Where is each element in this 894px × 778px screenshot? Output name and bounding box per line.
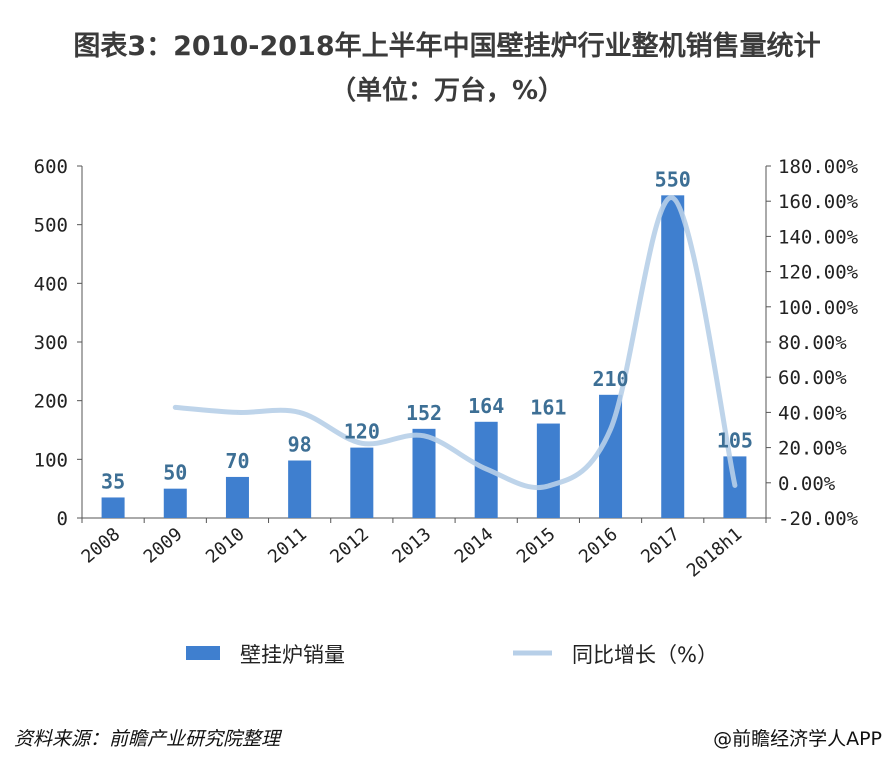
y-left-tick-label: 300 xyxy=(34,332,68,354)
y-left-tick-label: 0 xyxy=(57,508,68,530)
x-category-label: 2012 xyxy=(326,524,373,568)
growth-line-series xyxy=(172,195,738,490)
y-right-tick-label: 0.00% xyxy=(778,473,836,495)
chart-subtitle-unit: （单位：万台，%） xyxy=(329,76,565,106)
bar-value-label: 152 xyxy=(406,401,442,425)
legend: 壁挂炉销量 同比增长（%） xyxy=(186,643,718,667)
y-right-tick-label: 20.00% xyxy=(778,438,847,460)
sales-bar xyxy=(412,428,436,518)
x-category-label: 2008 xyxy=(78,524,125,568)
x-category-label: 2017 xyxy=(637,524,684,568)
x-category-label: 2013 xyxy=(389,524,436,568)
bar-value-label: 98 xyxy=(288,433,312,457)
y-left-tick-label: 200 xyxy=(34,391,68,413)
y-left-tick-label: 500 xyxy=(34,215,68,237)
x-category-label: 2014 xyxy=(451,524,498,568)
y-right-tick-label: -20.00% xyxy=(778,508,859,530)
y-right-tick-label: 80.00% xyxy=(778,332,847,354)
bar-value-label: 35 xyxy=(101,469,125,493)
y-right-tick-label: 40.00% xyxy=(778,402,847,424)
y-right-tick-label: 60.00% xyxy=(778,367,847,389)
growth-point xyxy=(734,484,736,486)
x-category-label: 2016 xyxy=(575,524,622,568)
data-labels: 35 50 70 98 120 152 164 161 210 550 105 xyxy=(101,167,753,493)
growth-point xyxy=(672,197,674,199)
growth-point xyxy=(485,468,487,470)
bar-value-label: 105 xyxy=(717,428,753,452)
credit-note: @前瞻经济学人APP xyxy=(713,728,882,750)
bar-value-label: 550 xyxy=(655,167,691,191)
x-category-label: 2009 xyxy=(140,524,187,568)
growth-point xyxy=(299,411,301,413)
growth-point xyxy=(423,435,425,437)
bar-value-label: 50 xyxy=(163,461,187,485)
source-note: 资料来源：前瞻产业研究院整理 xyxy=(14,728,281,750)
x-category-label: 2018h1 xyxy=(683,524,746,582)
sales-bar xyxy=(536,423,560,518)
growth-line xyxy=(172,195,738,490)
y-right-tick-label: 100.00% xyxy=(778,297,859,319)
legend-bar-label: 壁挂炉销量 xyxy=(240,643,345,667)
sales-bar xyxy=(225,476,249,518)
chart-title: 图表3：2010-2018年上半年中国壁挂炉行业整机销售量统计 xyxy=(73,31,821,62)
growth-point xyxy=(361,442,363,444)
bar-value-label: 120 xyxy=(344,420,380,444)
bar-value-label: 70 xyxy=(225,449,249,473)
y-left-tick-label: 100 xyxy=(34,449,68,471)
sales-bar xyxy=(101,497,125,518)
growth-point xyxy=(236,411,238,413)
x-category-label: 2010 xyxy=(202,524,249,568)
y-left-tick-label: 600 xyxy=(34,156,68,178)
y-right-tick-label: 140.00% xyxy=(778,226,859,248)
x-category-label: 2011 xyxy=(264,524,311,568)
growth-point xyxy=(610,428,612,430)
y-right-tick-label: 160.00% xyxy=(778,191,859,213)
x-category-label: 2015 xyxy=(513,524,560,568)
legend-bar-swatch xyxy=(186,646,220,660)
y-right-tick-label: 180.00% xyxy=(778,156,859,178)
sales-bar xyxy=(350,447,374,518)
sales-bar xyxy=(661,195,685,519)
bar-value-label: 210 xyxy=(592,367,628,391)
growth-point xyxy=(547,485,549,487)
sales-bar xyxy=(163,488,187,518)
sales-bar xyxy=(599,394,623,518)
bar-value-label: 161 xyxy=(530,396,566,420)
sales-bar xyxy=(288,460,312,518)
growth-point xyxy=(174,406,176,408)
y-right-tick-label: 120.00% xyxy=(778,262,859,284)
bar-value-label: 164 xyxy=(468,394,504,418)
legend-line-label: 同比增长（%） xyxy=(572,643,718,667)
y-left-tick-label: 400 xyxy=(34,273,68,295)
